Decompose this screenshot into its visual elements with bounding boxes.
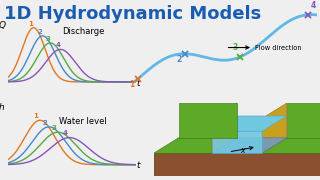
Text: 1: 1 [28,21,33,27]
Polygon shape [212,131,262,153]
Text: Water level: Water level [59,117,107,126]
Polygon shape [179,103,237,138]
Polygon shape [154,138,237,153]
Text: 2: 2 [176,55,182,64]
Text: Discharge: Discharge [62,27,104,36]
Polygon shape [212,116,287,131]
Text: t: t [137,161,140,170]
Text: 4: 4 [310,1,316,10]
Text: Flow direction: Flow direction [255,44,301,51]
Text: 1: 1 [34,113,38,119]
Polygon shape [154,153,320,176]
Text: x: x [240,146,244,155]
Text: h: h [0,103,5,112]
Polygon shape [212,138,287,153]
Text: 1D Hydrodynamic Models: 1D Hydrodynamic Models [4,5,261,23]
Text: t: t [137,79,140,88]
Text: 4: 4 [55,42,60,48]
Text: 1: 1 [129,80,134,89]
Text: 4: 4 [63,130,68,136]
Text: 3: 3 [52,125,56,131]
Text: 3: 3 [233,43,238,52]
Polygon shape [262,103,287,153]
Polygon shape [262,138,320,153]
Text: 3: 3 [45,36,50,42]
Polygon shape [212,103,237,153]
Text: Q: Q [0,21,6,30]
Text: 2: 2 [43,120,47,126]
Text: 2: 2 [37,29,42,35]
Polygon shape [287,103,320,138]
